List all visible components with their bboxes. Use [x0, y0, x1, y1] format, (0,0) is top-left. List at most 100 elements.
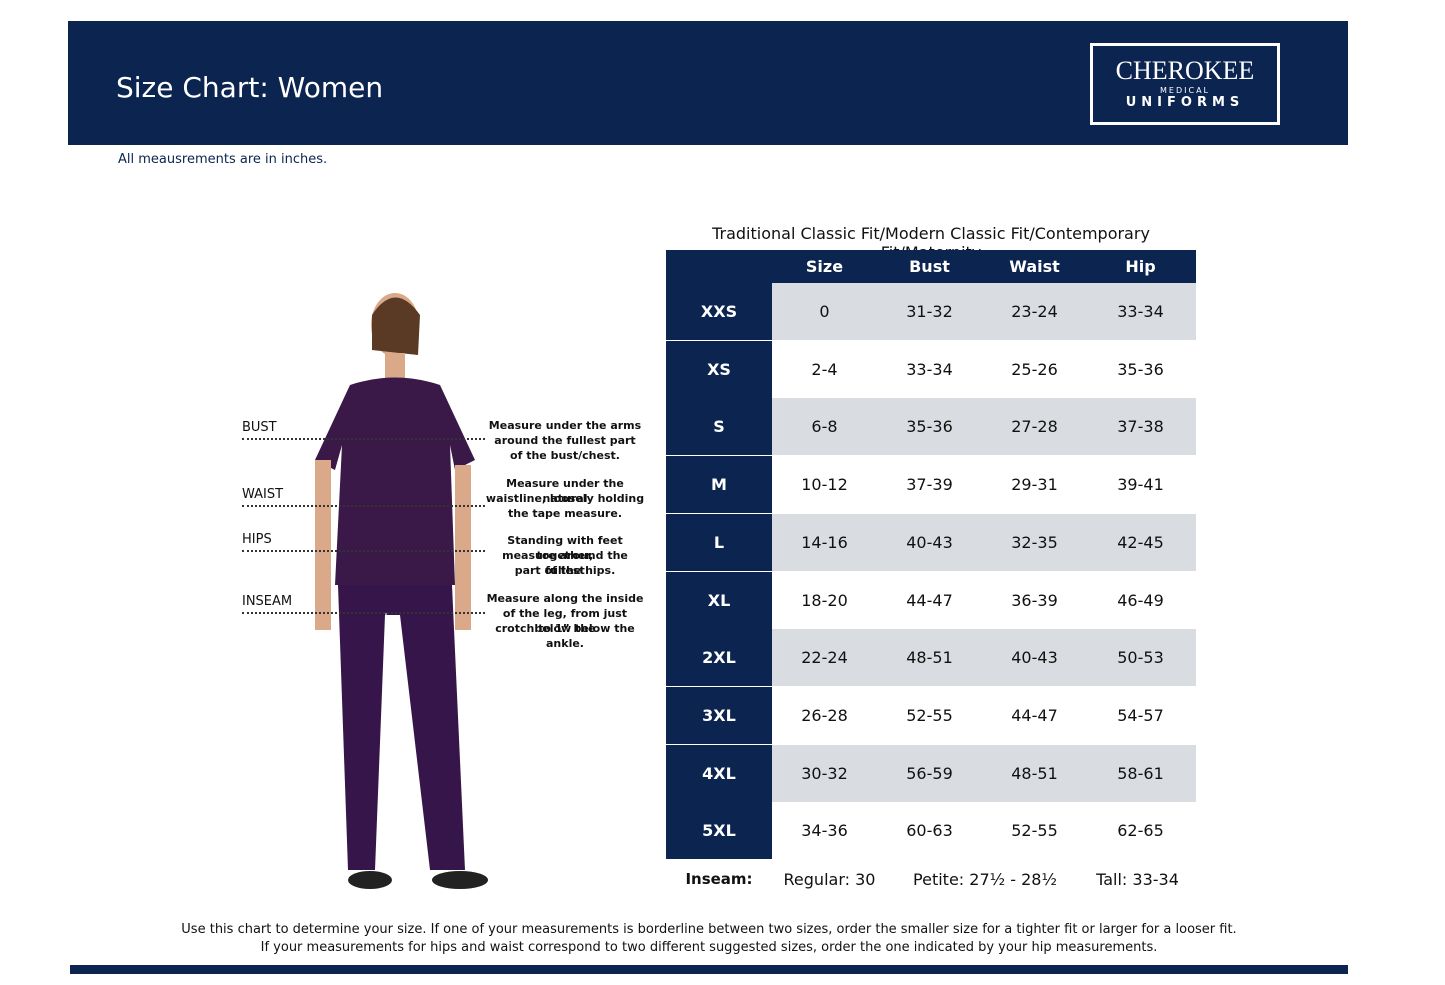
table-cell: 0: [819, 302, 830, 321]
table-cell: 54-57: [1117, 705, 1164, 725]
column-header: Hip: [1125, 257, 1156, 276]
table-cell: 48-51: [1011, 763, 1058, 783]
logo-sub: UNIFORMS: [1125, 95, 1245, 110]
measure-label: HIPS: [242, 532, 272, 547]
measure-label: INSEAM: [242, 594, 293, 609]
footer-text: If your measurements for hips and waist …: [260, 940, 1158, 955]
size-label: 3XL: [666, 686, 772, 745]
table-cell: 33-34: [1117, 302, 1164, 321]
measure-description: Measure under the arms: [488, 419, 642, 432]
measure-description: around the fullest part: [494, 434, 636, 447]
column-header: Waist: [1009, 257, 1060, 276]
row-band: [772, 283, 1196, 340]
table-cell: 6-8: [811, 417, 838, 437]
inseam-value: Petite: 27½ - 28½: [913, 870, 1057, 889]
row-band: [772, 398, 1196, 456]
note: All meausrements are in inches.: [118, 152, 328, 167]
row-band: [772, 686, 1196, 744]
table-cell: 56-59: [906, 763, 953, 783]
size-label: M: [666, 456, 772, 515]
logo-line: MEDICAL: [1160, 86, 1210, 95]
footer-text: Use this chart to determine your size. I…: [181, 922, 1237, 937]
table-cell: 48-51: [906, 648, 953, 668]
row-band: [772, 513, 1196, 571]
table-cell: 58-61: [1117, 763, 1164, 783]
table-cell: 10-12: [801, 475, 848, 495]
row-band: [772, 802, 1196, 860]
table-cell: 37-38: [1117, 417, 1164, 437]
row-band: [772, 744, 1196, 802]
dotted-line: [242, 550, 485, 552]
table-cell: 44-47: [906, 590, 953, 610]
measure-description: waistline, loosely holding: [485, 492, 645, 505]
row-band: [772, 340, 1196, 398]
size-label: S: [666, 398, 772, 457]
table-cell: 18-20: [801, 590, 848, 610]
size-label: XXS: [666, 283, 772, 341]
measure-description: Measure along the inside: [486, 592, 644, 605]
dotted-line: [242, 438, 485, 440]
header-band: Size Chart: Women CHEROKEE MEDICAL UNIFO…: [68, 21, 1348, 145]
measure-description: Standing with feet together,: [507, 534, 623, 562]
size-label: 5XL: [666, 802, 772, 861]
row-band: [772, 629, 1196, 687]
table-cell: 26-28: [801, 705, 848, 725]
table-header-band: [666, 250, 1196, 283]
size-label: L: [666, 513, 772, 572]
table-cell: 50-53: [1117, 648, 1164, 668]
measure-description: of the leg, from just below the: [502, 607, 628, 635]
measure-description: the tape measure.: [507, 507, 622, 520]
table-cell: 37-39: [906, 475, 953, 495]
measure-description: of the bust/chest.: [510, 449, 620, 462]
table-cell: 23-24: [1011, 302, 1058, 321]
measure-label: WAIST: [242, 487, 284, 502]
size-label: 2XL: [666, 629, 772, 688]
table-cell: 40-43: [906, 532, 953, 552]
table-cell: 22-24: [801, 648, 848, 668]
table-cell: 46-49: [1117, 590, 1164, 610]
column-header: Bust: [909, 257, 950, 276]
table-cell: 29-31: [1011, 475, 1058, 495]
measure-description: measure around the fullest: [502, 549, 628, 577]
table-cell: 44-47: [1011, 705, 1058, 725]
inseam-value: Regular: 30: [783, 870, 876, 889]
table-cell: 36-39: [1011, 590, 1058, 610]
page-title: Size Chart: Women: [116, 71, 384, 104]
measure-description: part of the hips.: [514, 564, 616, 577]
table-cell: 39-41: [1117, 475, 1164, 495]
row-band: [772, 571, 1196, 629]
row-band: [772, 456, 1196, 514]
table-cell: 30-32: [801, 763, 848, 783]
table-cell: 25-26: [1011, 359, 1058, 379]
dotted-line: [242, 505, 485, 507]
table-cell: 62-65: [1117, 821, 1164, 841]
size-label: XS: [666, 340, 772, 399]
table-cell: 42-45: [1117, 532, 1164, 552]
inseam-value: Tall: 33-34: [1096, 870, 1179, 889]
table-cell: 34-36: [801, 821, 848, 841]
model-figure: [315, 293, 488, 889]
table-cell: 32-35: [1011, 532, 1058, 552]
logo: CHEROKEE MEDICAL UNIFORMS: [1090, 43, 1280, 125]
logo-brand: CHEROKEE: [1115, 56, 1255, 85]
table-cell: 31-32: [906, 302, 953, 321]
size-label: 4XL: [666, 744, 772, 803]
measure-label: BUST: [242, 420, 277, 435]
dotted-line: [242, 612, 485, 614]
size-label: XL: [666, 571, 772, 630]
table-cell: 52-55: [906, 705, 953, 725]
inseam-label: Inseam:: [685, 870, 753, 888]
measure-description: crotch to 1” below the ankle.: [495, 622, 635, 650]
table-cell: 52-55: [1011, 821, 1058, 841]
table-cell: 35-36: [1117, 359, 1164, 379]
table-cell: 14-16: [801, 532, 848, 552]
table-cell: 40-43: [1011, 648, 1058, 668]
table-cell: 35-36: [906, 417, 953, 437]
table-cell: 60-63: [906, 821, 953, 841]
table-cell: 27-28: [1011, 417, 1058, 437]
footer-band: [70, 965, 1348, 974]
table-cell: 2-4: [811, 359, 838, 379]
column-header: Size: [805, 257, 844, 276]
table-cell: 33-34: [906, 359, 953, 379]
